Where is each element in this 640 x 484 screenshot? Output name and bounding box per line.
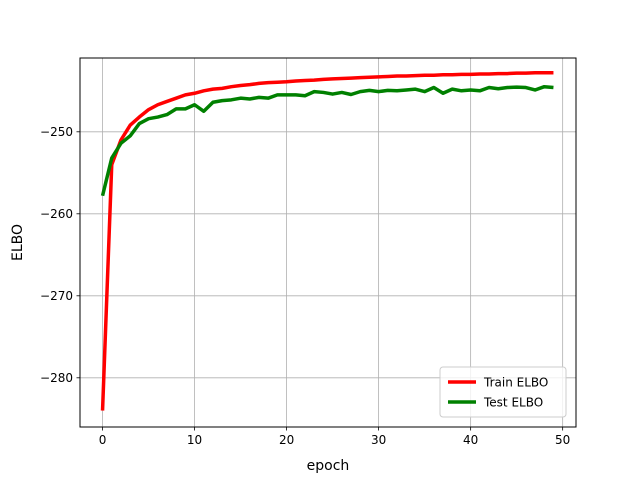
legend-label: Train ELBO: [483, 375, 548, 389]
series-lines: [100, 71, 554, 411]
plot-frame: [79, 57, 577, 428]
x-axis-label: epoch: [307, 458, 350, 474]
series-line-train-elbo: [100, 71, 554, 411]
axis-ticks: 0 10 20 30 40 50 −280 −270 −260 −250: [40, 125, 570, 447]
x-tick-label: 30: [371, 433, 386, 447]
x-tick-label: 0: [99, 433, 107, 447]
legend-box: [439, 366, 567, 418]
y-tick-label: −250: [40, 125, 73, 139]
series-line-test-elbo: [100, 84, 554, 197]
legend-label: Test ELBO: [483, 395, 543, 409]
y-tick-label: −270: [40, 289, 73, 303]
x-tick-label: 40: [463, 433, 478, 447]
x-tick-label: 20: [279, 433, 294, 447]
y-tick-label: −280: [40, 371, 73, 385]
legend: Train ELBO Test ELBO: [439, 366, 567, 418]
x-tick-label: 10: [187, 433, 202, 447]
x-tick-label: 50: [555, 433, 570, 447]
y-axis-label: ELBO: [10, 224, 26, 261]
y-tick-label: −260: [40, 207, 73, 221]
